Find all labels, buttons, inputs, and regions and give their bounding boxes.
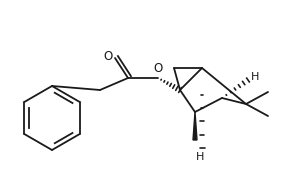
Text: O: O [103,50,113,64]
Text: H: H [196,152,204,162]
Text: H: H [251,72,259,82]
Text: O: O [153,62,163,74]
Polygon shape [193,112,197,140]
